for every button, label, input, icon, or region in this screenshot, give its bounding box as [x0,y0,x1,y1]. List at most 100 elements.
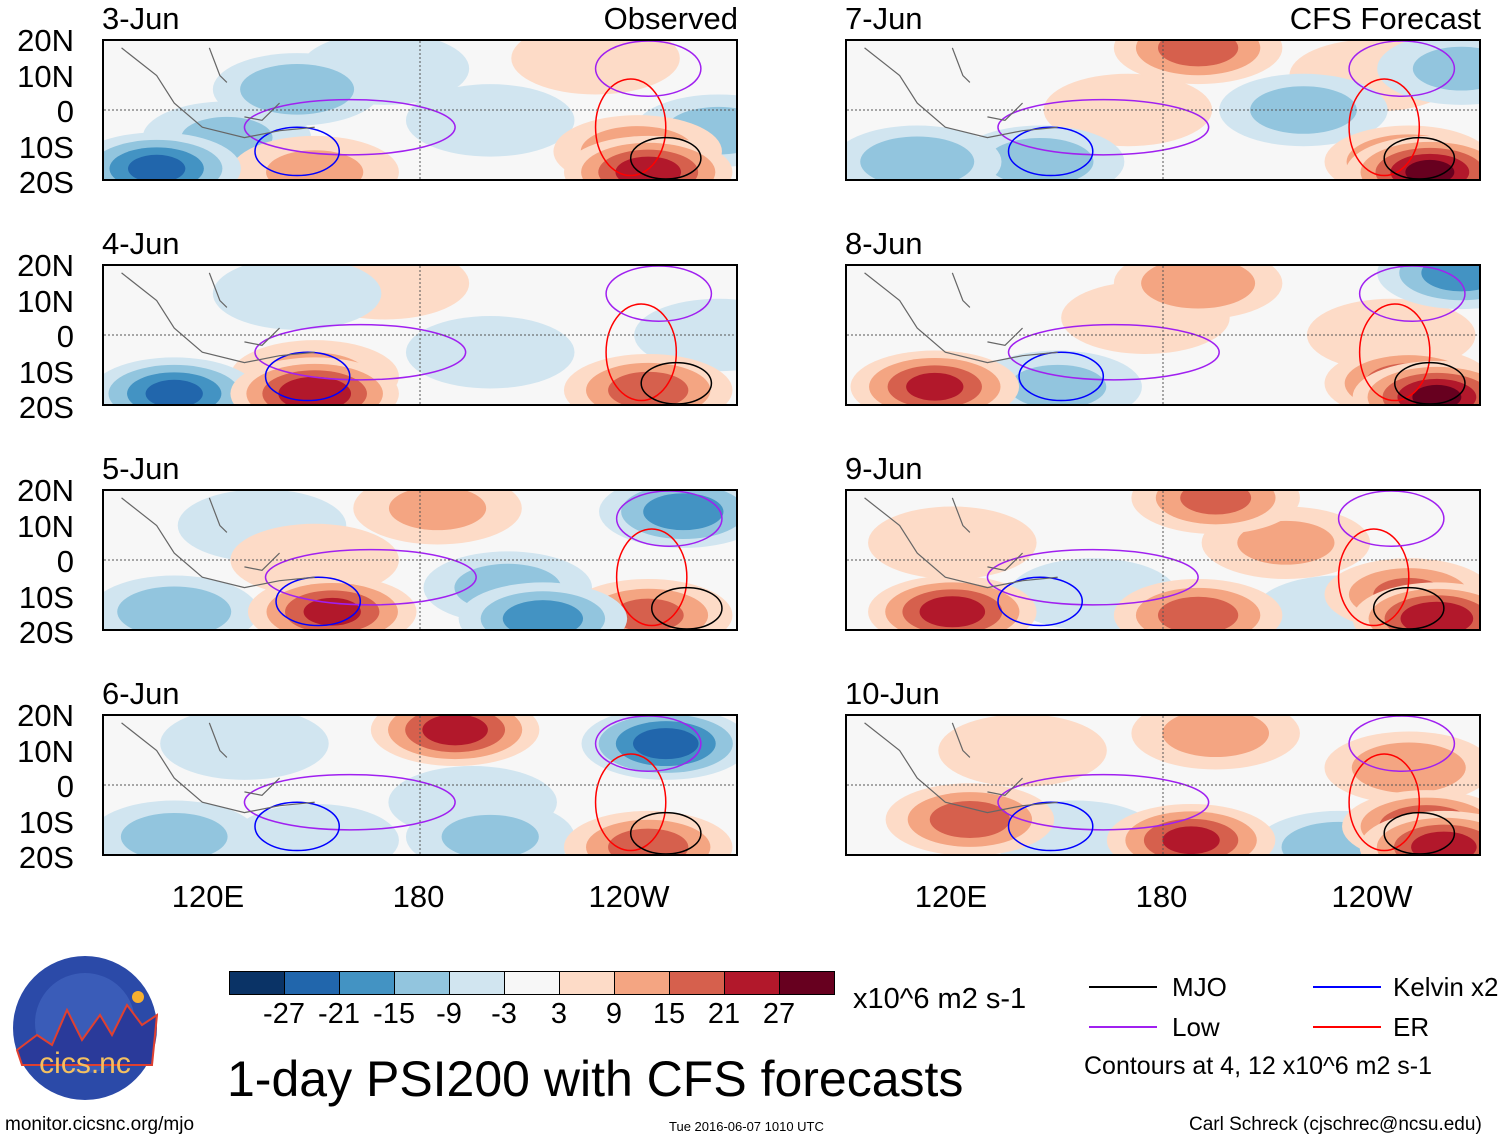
lon-tick-label: 180 [392,879,445,914]
lat-tick-label: 0 [56,544,74,579]
contour-line [1339,529,1409,626]
colorbar-swatch [670,972,725,994]
anomaly-shade [986,137,1094,179]
anomaly-shade [643,493,724,531]
contour-line [1360,266,1465,321]
lat-tick-label: 20S [18,165,74,200]
lat-tick-label: 10S [18,354,74,390]
colorbar-tick-label: -3 [491,998,517,1030]
panel-date-label: 8-Jun [845,226,923,261]
coastline [122,498,315,588]
legend-line-mjo [1089,986,1157,988]
lat-tick-label: 10N [17,283,74,319]
colorbar-tick-label: -15 [373,998,415,1030]
anomaly-shade [868,506,1037,579]
anomaly-shade [128,154,186,179]
anomaly-shade [441,814,539,854]
lon-tick-label: 120W [1331,879,1413,914]
contour-line [1384,813,1454,854]
anomaly-shade [1157,41,1239,67]
contour-line [998,775,1209,830]
contour-line [1349,716,1454,771]
colorbar-tick-label: 3 [550,998,568,1030]
panel-date-label: 7-Jun [845,1,923,36]
legend-label-kelvin: Kelvin x2 [1393,972,1499,1002]
anomaly-shade [405,316,575,389]
panel-date-label: 5-Jun [102,451,180,486]
contour-line [1019,352,1103,400]
contour-line [1349,41,1454,96]
panel-date-label: 10-Jun [845,676,940,711]
contour-line [1009,325,1220,380]
contour-line [998,577,1082,625]
coastline [122,723,315,813]
anomaly-shade [278,376,351,404]
anomaly-shade [1400,601,1474,629]
anomaly-shade [608,371,689,404]
anomaly-shade [502,600,584,629]
contour-line [255,127,339,175]
colorbar-swatch [725,972,780,994]
colorbar-tick-label: 21 [707,998,741,1030]
lat-tick-label: 0 [56,319,74,354]
map-panel-7-Jun [845,39,1481,181]
map-panel-3-Jun [102,39,738,181]
lat-tick-label: 10S [18,129,74,165]
anomaly-shade [145,379,203,404]
anomaly-shade [160,716,329,780]
lat-tick-label: 20N [17,248,74,283]
footer-timestamp: Tue 2016-06-07 1010 UTC [669,1119,824,1134]
contour-line [631,138,701,179]
anomaly-shade [405,84,575,157]
contour-note: Contours at 4, 12 x10^6 m2 s-1 [1084,1052,1433,1080]
panel-column-label: CFS Forecast [1289,1,1481,36]
contour-line [1360,304,1430,401]
anomaly-shade [906,372,964,401]
contour-line [244,100,455,155]
lon-tick-label: 120E [914,879,988,914]
footer-url[interactable]: monitor.cicsnc.org/mjo [5,1114,195,1135]
map-panel-10-Jun [845,714,1481,856]
lat-tick-label: 10N [17,58,74,94]
anomaly-shade [117,586,232,629]
figure-title: 1-day PSI200 with CFS forecasts [227,1051,964,1107]
contour-line [606,304,676,401]
panel-date-label: 4-Jun [102,226,180,261]
anomaly-shade [303,597,361,626]
lat-tick-label: 20N [17,23,74,58]
contour-line [606,266,711,321]
lat-tick-label: 20N [17,698,74,733]
coastline [865,273,1058,363]
contour-line [266,550,477,605]
panel-date-label: 6-Jun [102,676,180,711]
map-panel-8-Jun [845,264,1481,406]
lat-tick-label: 20S [18,390,74,425]
anomaly-shade [1412,46,1479,91]
colorbar-swatch [285,972,340,994]
legend-line-low [1089,1026,1157,1028]
colorbar-tick-label: 9 [605,998,623,1030]
contour-line [244,775,455,830]
anomaly-shade [633,728,699,760]
lat-tick-label: 0 [56,769,74,804]
lat-tick-label: 20S [18,840,74,875]
colorbar-swatch [505,972,560,994]
lat-tick-label: 20N [17,473,74,508]
anomaly-shade [1141,266,1256,309]
anomaly-shade [1162,826,1220,854]
anomaly-shade [266,150,364,179]
anomaly-shade [1412,384,1462,404]
anomaly-shade [1162,716,1270,758]
lon-tick-label: 180 [1135,879,1188,914]
contour-line [1009,127,1093,175]
anomaly-shade [1180,491,1252,515]
map-panel-5-Jun [102,489,738,631]
lat-tick-label: 10S [18,804,74,840]
contour-line [652,588,722,629]
contour-line [255,802,339,850]
contour-line [1009,802,1093,850]
colorbar-swatch [230,972,285,994]
contour-line [1339,491,1444,546]
legend-label-mjo: MJO [1172,972,1227,1002]
